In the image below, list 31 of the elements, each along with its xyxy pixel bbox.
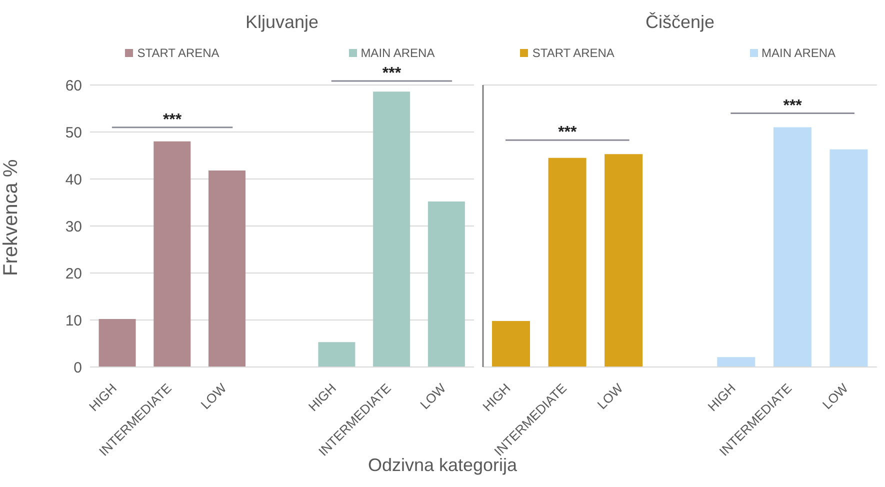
bar [773,127,812,367]
y-tick-label: 60 [65,77,82,94]
text: *** [382,65,402,82]
y-tick-label: 30 [65,218,82,236]
chart-title: Kljuvanje [245,12,319,32]
y-tick-label: 0 [74,359,82,376]
bar [717,357,756,367]
x-axis-title: Odzivna kategorija [368,455,518,475]
bar [208,170,246,367]
bar [154,141,191,367]
bar [830,149,868,367]
y-tick-label: 20 [65,265,82,282]
legend-label: MAIN ARENA [360,46,435,60]
y-axis-title: Frekvenca % [0,159,22,276]
bar [492,320,530,367]
y-tick-label: 50 [65,124,82,142]
bar [604,154,643,367]
annotation: *** [558,124,578,142]
y-tick-label: 10 [65,312,82,330]
legend-label: START ARENA [137,46,220,60]
y-tick-label: 40 [65,171,82,188]
bar [428,202,465,367]
bar [548,158,586,367]
legend-label: START ARENA [532,46,614,60]
bar [98,319,136,367]
legend-label: MAIN ARENA [762,46,836,60]
chart-title: Čiščenje [645,12,715,32]
annotation: *** [162,111,182,128]
annotation: *** [783,97,803,114]
bar [318,342,356,367]
bar [373,92,410,367]
